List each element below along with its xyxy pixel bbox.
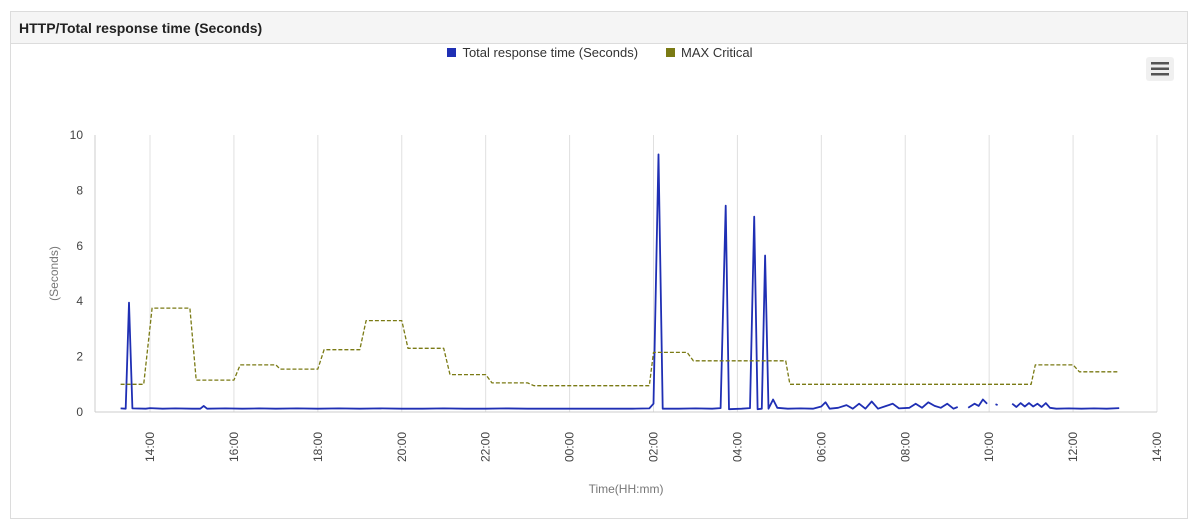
series-line-response-time: [995, 403, 998, 406]
x-tick-label: 14:00: [1150, 432, 1164, 462]
chart-menu-button[interactable]: [1146, 57, 1174, 81]
series-line-response-time: [1011, 402, 1120, 410]
x-tick-label: 12:00: [1066, 432, 1080, 462]
y-tick-label: 6: [76, 239, 83, 253]
x-tick-label: 22:00: [479, 432, 493, 462]
x-tick-label: 10:00: [982, 432, 996, 462]
y-tick-label: 4: [76, 294, 83, 308]
legend-label-max-critical: MAX Critical: [681, 44, 753, 60]
y-tick-label: 0: [76, 405, 83, 419]
y-axis-title: (Seconds): [47, 246, 61, 301]
panel-title: HTTP/Total response time (Seconds): [11, 12, 1187, 44]
legend-swatch-response-time: [447, 47, 457, 57]
x-axis-title: Time(HH:mm): [589, 482, 664, 496]
y-tick-label: 10: [70, 128, 84, 142]
series-line-max-critical: [120, 307, 1120, 387]
x-tick-label: 02:00: [647, 432, 661, 462]
chart-panel: HTTP/Total response time (Seconds): [10, 11, 1188, 519]
legend-label-response-time: Total response time (Seconds): [462, 44, 639, 60]
chart-legend: Total response time (Seconds) MAX Critic…: [0, 42, 1200, 62]
x-tick-label: 06:00: [814, 432, 828, 462]
legend-item-response-time[interactable]: Total response time (Seconds): [447, 45, 638, 60]
series-layer: [120, 153, 1120, 411]
legend-item-max-critical[interactable]: MAX Critical: [666, 45, 753, 60]
legend-swatch-max-critical: [666, 47, 676, 57]
series-line-response-time: [120, 153, 959, 411]
x-tick-label: 18:00: [311, 432, 325, 462]
y-tick-label: 8: [76, 183, 83, 197]
series-line-response-time: [967, 398, 988, 409]
hamburger-menu-icon: [1151, 62, 1169, 76]
gridlines: [149, 135, 1158, 412]
axes: 14:00 16:00 18:00 20:00 22:00 00:00 02:00 04:00…: [70, 128, 1164, 462]
x-tick-label: 00:00: [563, 432, 577, 462]
x-tick-label: 04:00: [730, 432, 744, 462]
x-tick-label: 16:00: [227, 432, 241, 462]
x-tick-label: 20:00: [395, 432, 409, 462]
x-tick-label: 14:00: [143, 432, 157, 462]
y-tick-label: 2: [76, 350, 83, 364]
x-tick-label: 08:00: [898, 432, 912, 462]
